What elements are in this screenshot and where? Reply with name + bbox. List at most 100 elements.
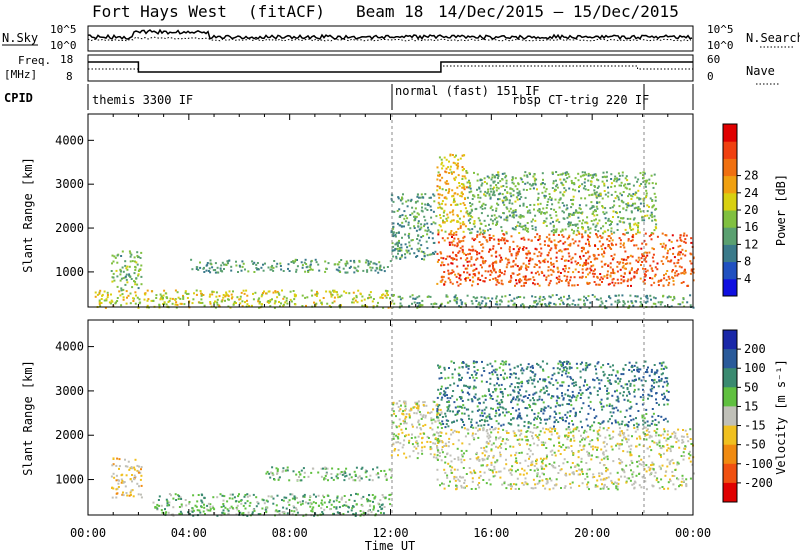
data-cell	[487, 190, 490, 193]
data-cell	[670, 445, 673, 448]
data-cell	[484, 224, 487, 227]
data-cell	[486, 415, 489, 418]
data-cell	[320, 301, 323, 304]
data-cell	[549, 438, 552, 441]
data-cell	[442, 264, 445, 267]
data-cell	[286, 469, 289, 472]
data-cell	[420, 250, 423, 253]
data-cell	[617, 172, 620, 175]
data-cell	[459, 278, 462, 281]
data-cell	[610, 185, 613, 188]
data-cell	[625, 209, 628, 212]
data-cell	[566, 403, 569, 405]
data-cell	[286, 466, 289, 469]
data-cell	[646, 447, 649, 450]
data-cell	[273, 260, 276, 262]
data-cell	[524, 459, 527, 462]
data-cell	[411, 302, 413, 305]
data-cell	[554, 229, 557, 232]
data-cell	[450, 360, 453, 363]
data-cell	[188, 502, 191, 505]
data-cell	[461, 166, 464, 169]
data-cell	[561, 394, 564, 397]
data-cell	[492, 245, 495, 248]
data-cell	[374, 495, 377, 498]
data-cell	[554, 428, 557, 430]
data-cell	[265, 511, 268, 514]
data-cell	[624, 183, 627, 186]
data-cell	[562, 172, 565, 175]
data-cell	[614, 190, 617, 193]
data-cell	[655, 431, 658, 434]
data-cell	[408, 232, 411, 235]
data-cell	[516, 252, 519, 255]
data-cell	[451, 466, 454, 469]
data-cell	[244, 502, 247, 505]
data-cell	[567, 252, 570, 255]
data-cell	[429, 448, 432, 451]
data-cell	[572, 434, 575, 437]
data-cell	[381, 294, 384, 297]
data-cell	[460, 192, 463, 195]
data-cell	[583, 261, 586, 264]
data-cell	[227, 512, 230, 515]
data-cell	[471, 209, 473, 212]
data-cell	[292, 290, 295, 292]
data-cell	[395, 441, 398, 444]
data-cell	[211, 505, 214, 508]
data-cell	[498, 299, 501, 302]
data-cell	[443, 445, 446, 447]
data-cell	[395, 425, 398, 427]
data-cell	[522, 228, 525, 231]
data-cell	[597, 298, 600, 301]
data-cell	[199, 266, 202, 269]
data-cell	[616, 278, 619, 281]
data-cell	[567, 435, 570, 438]
data-cell	[499, 476, 502, 479]
data-cell	[630, 277, 633, 280]
data-cell	[450, 230, 453, 232]
data-cell	[646, 204, 649, 207]
data-cell	[681, 301, 684, 304]
data-cell	[503, 482, 506, 485]
data-cell	[136, 254, 139, 257]
data-cell	[594, 268, 596, 271]
data-cell	[479, 206, 482, 209]
data-cell	[462, 202, 465, 205]
data-cell	[500, 282, 503, 285]
data-cell	[630, 469, 632, 472]
data-cell	[625, 187, 628, 190]
data-cell	[469, 279, 472, 282]
data-cell	[558, 198, 561, 201]
data-cell	[397, 433, 400, 436]
data-cell	[206, 508, 209, 511]
data-cell	[653, 275, 656, 278]
data-cell	[130, 253, 133, 256]
data-cell	[437, 307, 440, 309]
data-cell	[624, 263, 627, 265]
data-cell	[630, 459, 633, 462]
data-cell	[473, 268, 476, 271]
data-cell	[664, 244, 667, 247]
data-cell	[667, 275, 670, 278]
freq-tick-top: 18	[60, 53, 73, 66]
data-cell	[606, 455, 609, 458]
data-cell	[548, 304, 551, 307]
data-cell	[558, 397, 561, 400]
data-cell	[424, 423, 427, 426]
data-cell	[558, 206, 561, 209]
data-cell	[216, 303, 219, 306]
data-cell	[398, 249, 401, 252]
data-cell	[246, 500, 249, 503]
data-cell	[461, 175, 464, 178]
data-cell	[401, 202, 404, 205]
data-cell	[174, 289, 177, 292]
data-cell	[633, 427, 636, 429]
data-cell	[581, 438, 583, 441]
data-cell	[520, 225, 523, 228]
data-cell	[556, 218, 559, 221]
data-cell	[610, 221, 613, 223]
data-cell	[582, 219, 584, 222]
data-cell	[332, 500, 335, 503]
data-cell	[567, 446, 570, 449]
